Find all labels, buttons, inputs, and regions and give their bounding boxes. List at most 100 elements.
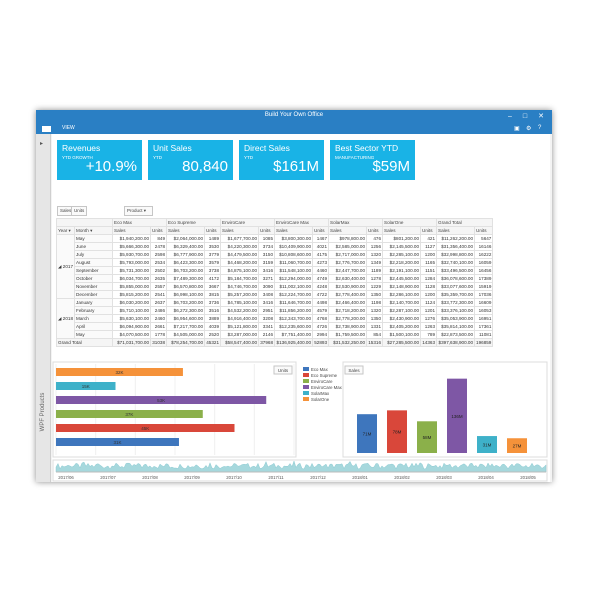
product-header[interactable]: Eco Supreme (166, 218, 222, 227)
product-header[interactable]: EnviroCare (220, 218, 276, 227)
product-header[interactable]: Grand Total (436, 218, 494, 227)
year-cell[interactable]: ◢ 2017 (55, 234, 76, 299)
value-cell: $2,148,900.00 (382, 282, 422, 291)
product-header-row: Eco Max Eco Supreme EnviroCare EnviroCare M… (55, 218, 494, 227)
value-cell: 1276 (420, 314, 438, 323)
sales-bar-label: 136M (451, 414, 463, 419)
value-cell: 17389 (474, 274, 494, 283)
value-cell: $6,094,900.00 (112, 322, 152, 331)
value-cell: 1320 (366, 250, 384, 259)
file-menu-icon[interactable] (42, 126, 51, 132)
sales-bar-solarmax (477, 436, 497, 453)
maximize-button[interactable]: □ (522, 113, 528, 120)
card-value: $59M (372, 158, 410, 175)
value-cell: $5,855,000.00 (112, 282, 152, 291)
value-cell: $2,718,200.00 (328, 306, 368, 315)
corner-cell (55, 218, 114, 227)
units-button-label: Units (278, 368, 289, 373)
image-icon[interactable]: ▣ (514, 126, 520, 132)
card-value: +10.9% (85, 158, 137, 175)
product-header[interactable]: Eco Max (112, 218, 168, 227)
value-cell: $6,954,600.00 (166, 314, 206, 323)
timeline-tick-label: 2018/01 (352, 475, 368, 480)
question-icon[interactable]: ? (538, 125, 542, 131)
timeline-tick-label: 2017/09 (184, 475, 200, 480)
value-cell: 1200 (420, 250, 438, 259)
value-cell: 2994 (312, 330, 330, 339)
card-value: $161M (273, 158, 319, 175)
pivot-grid[interactable]: Eco Max Eco Supreme EnviroCare EnviroCare M… (55, 218, 494, 347)
sales-button[interactable] (344, 365, 364, 375)
legend-label: EnviroCare Max (311, 385, 343, 390)
measure-header-sales: Sales (166, 226, 206, 235)
measure-header-units: Units (420, 226, 438, 235)
value-cell: 2520 (204, 330, 222, 339)
sidebar-label[interactable]: WPF Products (40, 392, 46, 432)
close-button[interactable]: ✕ (538, 113, 544, 120)
units-bar-eco-supreme (56, 424, 235, 432)
minimize-button[interactable]: – (508, 113, 512, 120)
value-cell: $1,759,500.00 (328, 330, 368, 339)
value-cell: $36,078,600.00 (436, 274, 476, 283)
column-field-product[interactable]: Product ▾ (124, 206, 153, 216)
window-title: Build Your Own Office (264, 112, 324, 118)
value-cell: $7,751,400.00 (274, 330, 314, 339)
value-cell: $2,285,100.00 (382, 250, 422, 259)
timeline-tick-label: 2017/12 (310, 475, 326, 480)
table-row: ◢ 2017 May $1,940,200.00 849 $2,064,000.00 14… (55, 234, 494, 299)
month-cell: February (74, 306, 114, 315)
units-button[interactable] (273, 365, 293, 375)
value-cell: 789 (420, 330, 438, 339)
product-header[interactable]: SolarMax (328, 218, 384, 227)
month-cell: May (74, 234, 114, 243)
value-cell: $2,447,700.00 (328, 266, 368, 275)
value-cell: 1200 (420, 290, 438, 299)
value-cell: $31,356,400.00 (436, 242, 476, 251)
sales-button-label: Sales (348, 368, 360, 373)
month-cell: October (74, 274, 114, 283)
measure-header-units: Units (150, 226, 168, 235)
value-cell: $5,710,100.00 (112, 306, 152, 315)
legend-swatch (303, 373, 309, 377)
value-cell: 3734 (258, 242, 276, 251)
table-row: February $5,710,100.00 2486 $6,272,300.00 35… (57, 306, 494, 315)
value-cell: 1229 (366, 282, 384, 291)
row-field-month[interactable]: Month ▾ (74, 226, 114, 235)
value-cell: 3208 (258, 314, 276, 323)
gear-icon[interactable]: ⚙ (526, 126, 532, 132)
grand-total-cell: $31,532,250.00 (328, 338, 368, 347)
value-cell: 4460 (312, 266, 330, 275)
expand-icon[interactable]: ▸ (40, 141, 44, 147)
value-cell: $5,731,300.00 (112, 266, 152, 275)
product-header[interactable]: SolarOne (382, 218, 438, 227)
value-cell: $2,585,000.00 (328, 242, 368, 251)
measure-header-sales: Sales (328, 226, 368, 235)
value-cell: $6,703,200.00 (166, 266, 206, 275)
timeline-tick-label: 2017/06 (58, 475, 74, 480)
sales-bar-solarone (507, 438, 527, 453)
year-cell[interactable]: ◢ 2018 (55, 298, 76, 339)
value-cell: $11,646,700.00 (274, 298, 314, 307)
value-cell: 3779 (204, 250, 222, 259)
data-field-units[interactable]: Units (71, 206, 88, 216)
value-cell: 2460 (150, 314, 168, 323)
value-cell: 4726 (312, 322, 330, 331)
month-cell: May (74, 330, 114, 339)
value-cell: $32,740,100.00 (436, 258, 476, 267)
app-window: Build Your Own Office – □ ✕ VIEW ▣ ⚙ ? ▸… (36, 110, 552, 482)
view-tab[interactable]: VIEW (62, 125, 75, 131)
value-cell: 11081 (474, 330, 494, 339)
legend-label: SolarMax (311, 391, 330, 396)
value-cell: $6,030,200.00 (112, 298, 152, 307)
value-cell: $4,916,400.00 (220, 314, 260, 323)
value-cell: $6,423,300.00 (166, 258, 206, 267)
value-cell: $2,286,100.00 (382, 290, 422, 299)
value-cell: 3090 (258, 282, 276, 291)
product-header[interactable]: EnviroCare Max (274, 218, 330, 227)
card-title: Unit Sales (153, 143, 192, 153)
row-field-year[interactable]: Year ▾ (55, 226, 76, 235)
value-cell: 1349 (366, 258, 384, 267)
value-cell: $35,053,900.00 (436, 314, 476, 323)
measure-header-units: Units (474, 226, 494, 235)
value-cell: 3159 (258, 258, 276, 267)
